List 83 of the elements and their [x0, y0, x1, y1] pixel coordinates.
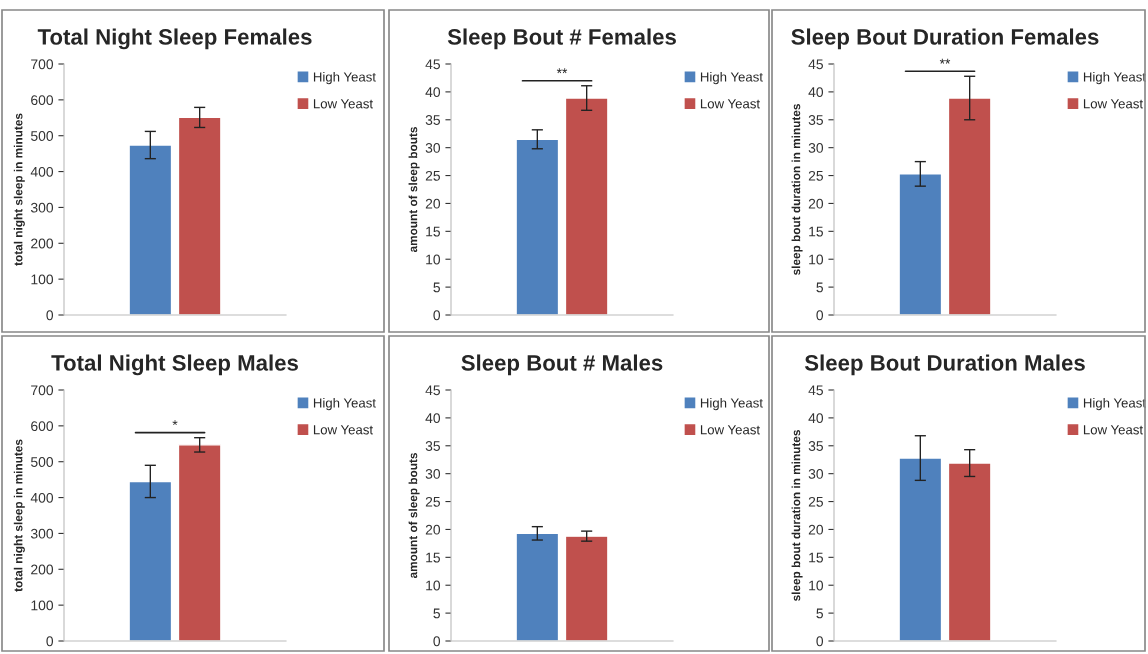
y-tick-label: 10 [809, 254, 824, 265]
y-tick-label: 10 [426, 254, 441, 265]
y-tick-label: 400 [30, 166, 54, 177]
y-tick-label: 300 [30, 528, 54, 539]
legend-label: High Yeast [313, 397, 376, 411]
chart-title: Sleep Bout Duration Males [804, 354, 1085, 376]
y-tick-label: 5 [816, 608, 823, 619]
y-tick-label: 0 [433, 636, 441, 647]
legend-label: Low Yeast [1083, 425, 1143, 435]
y-tick-label: 30 [425, 143, 441, 153]
chart-title: Sleep Bout # Males [461, 354, 663, 376]
legend-label: High Yeast [1083, 71, 1146, 85]
annotation: ** [556, 68, 568, 74]
y-tick-label: 5 [433, 608, 440, 619]
y-tick-label: 100 [31, 600, 54, 611]
y-tick-label: 100 [31, 274, 54, 285]
y-tick-label: 45 [808, 59, 823, 70]
chart-title: Sleep Bout # Females [447, 28, 676, 50]
y-tick-label: 700 [31, 59, 54, 70]
y-tick-label: 20 [808, 198, 824, 209]
legend-label: Low Yeast [700, 425, 760, 435]
legend-label: High Yeast [700, 71, 763, 85]
y-tick-label: 35 [808, 441, 823, 451]
chart-title: Total Night Sleep Males [51, 354, 298, 376]
y-tick-label: 35 [425, 441, 440, 451]
legend-label: High Yeast [1083, 397, 1146, 411]
y-axis-title: amount of sleep bouts [408, 453, 420, 579]
text: ** [939, 58, 951, 64]
chart-title: Sleep Bout Duration Females [791, 28, 1099, 50]
y-tick-label: 45 [808, 385, 823, 396]
legend-label: High Yeast [700, 397, 763, 411]
y-tick-label: 700 [31, 385, 54, 396]
y-tick-label: 35 [808, 115, 823, 125]
y-tick-label: 30 [425, 469, 441, 479]
y-tick-label: 40 [425, 413, 441, 424]
chart-title: Total Night Sleep Females [37, 28, 312, 50]
y-tick-label: 40 [808, 413, 824, 424]
y-tick-label: 25 [808, 496, 823, 507]
y-tick-label: 30 [808, 143, 824, 153]
y-tick-label: 15 [809, 552, 823, 563]
legend-label: Low Yeast [313, 99, 373, 109]
y-tick-label: 10 [809, 580, 824, 591]
y-tick-label: 40 [425, 87, 441, 98]
y-tick-label: 600 [31, 95, 54, 106]
y-tick-label: 15 [426, 552, 440, 563]
y-tick-label: 0 [46, 636, 54, 647]
y-tick-label: 0 [816, 636, 824, 647]
legend-label: Low Yeast [1083, 99, 1143, 109]
y-tick-label: 5 [433, 282, 440, 293]
y-tick-label: 35 [425, 115, 440, 125]
y-tick-label: 0 [816, 310, 824, 321]
y-tick-label: 25 [425, 170, 440, 181]
annotation: * [172, 420, 178, 426]
y-tick-label: 200 [31, 564, 54, 575]
y-tick-label: 500 [30, 457, 54, 467]
y-tick-label: 400 [30, 492, 54, 503]
y-tick-label: 600 [31, 421, 54, 432]
y-tick-label: 30 [808, 469, 824, 479]
y-tick-label: 5 [816, 282, 823, 293]
y-tick-label: 200 [31, 238, 54, 249]
y-tick-label: 25 [808, 170, 823, 181]
legend-label: High Yeast [313, 71, 376, 85]
y-tick-label: 20 [808, 524, 824, 535]
y-tick-label: 45 [425, 385, 440, 396]
y-tick-label: 300 [30, 202, 54, 213]
y-axis-title: total night sleep in minutes [13, 113, 25, 266]
y-tick-label: 500 [30, 131, 54, 141]
y-tick-label: 0 [46, 310, 54, 321]
y-tick-label: 25 [425, 496, 440, 507]
y-axis-title: amount of sleep bouts [408, 127, 420, 253]
y-tick-label: 10 [426, 580, 441, 591]
y-axis-title: total night sleep in minutes [13, 439, 25, 592]
y-tick-label: 20 [425, 198, 441, 209]
y-tick-label: 0 [433, 310, 441, 321]
y-tick-label: 15 [809, 226, 823, 237]
y-tick-label: 40 [808, 87, 824, 98]
y-tick-label: 45 [425, 59, 440, 70]
y-axis-title: sleep bout duration in minutes [791, 430, 803, 601]
y-tick-label: 20 [425, 524, 441, 535]
legend-label: Low Yeast [700, 99, 760, 109]
legend-label: Low Yeast [313, 425, 373, 435]
y-axis-title: sleep bout duration in minutes [791, 104, 803, 275]
y-tick-label: 15 [426, 226, 440, 237]
